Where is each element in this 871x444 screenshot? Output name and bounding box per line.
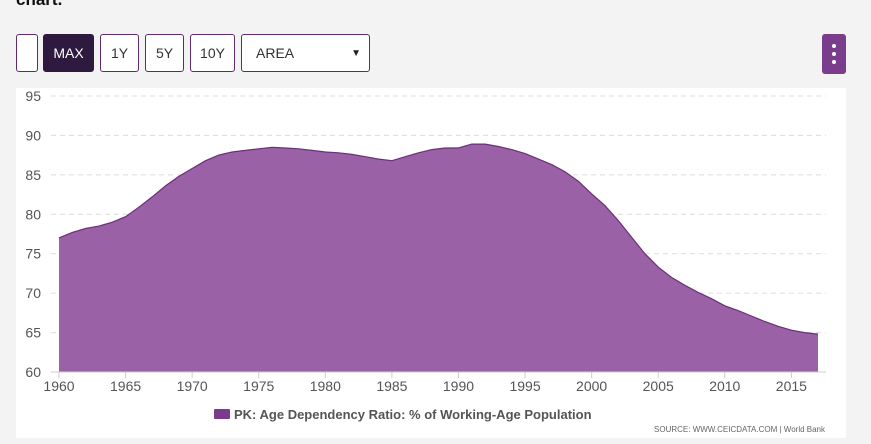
legend-label: PK: Age Dependency Ratio: % of Working-A…	[234, 407, 592, 422]
range-10y-button[interactable]: 10Y	[190, 34, 235, 72]
y-tick-label: 70	[25, 285, 41, 301]
x-axis: 1960 1965 1970 1975 1980 1985 1990 1995 2000 2005…	[43, 371, 826, 394]
x-tick-label: 1975	[243, 378, 274, 394]
x-tick-label: 2005	[643, 378, 674, 394]
y-tick-label: 80	[25, 206, 41, 222]
x-tick-label: 1970	[177, 378, 208, 394]
x-tick-label: 1995	[509, 378, 540, 394]
x-tick-label: 2015	[776, 378, 807, 394]
area-series	[59, 144, 818, 372]
x-tick-label: 1985	[376, 378, 407, 394]
chart-container: 95 90 85 80 75 70 65 60 1960 1965 1970 1975 1980 198…	[16, 88, 846, 438]
y-tick-label: 60	[25, 364, 41, 380]
blank-button[interactable]	[16, 34, 38, 72]
legend-swatch	[214, 409, 230, 419]
area-chart: 95 90 85 80 75 70 65 60 1960 1965 1970 1975 1980 198…	[25, 88, 826, 434]
dot-icon	[832, 44, 836, 48]
range-1y-button[interactable]: 1Y	[100, 34, 139, 72]
source-credit: SOURCE: WWW.CEICDATA.COM | World Bank	[654, 425, 826, 434]
cut-off-heading: chart.	[16, 0, 62, 10]
x-tick-label: 1965	[110, 378, 141, 394]
x-tick-label: 1980	[310, 378, 341, 394]
y-tick-label: 65	[25, 325, 41, 341]
range-5y-button[interactable]: 5Y	[145, 34, 184, 72]
area-series-outline	[58, 143, 819, 335]
x-tick-label: 2000	[576, 378, 607, 394]
dot-icon	[832, 52, 836, 56]
y-axis: 95 90 85 80 75 70 65 60	[25, 88, 41, 380]
chart-type-value: AREA	[256, 45, 295, 61]
x-tick-label: 1990	[443, 378, 474, 394]
legend[interactable]: PK: Age Dependency Ratio: % of Working-A…	[214, 407, 592, 422]
more-options-button[interactable]	[822, 34, 846, 74]
dot-icon	[832, 60, 836, 64]
chart-type-select[interactable]: AREA ▼	[241, 34, 370, 72]
y-tick-label: 95	[25, 88, 41, 104]
range-max-button[interactable]: MAX	[43, 34, 94, 72]
y-tick-label: 75	[25, 246, 41, 262]
caret-down-icon: ▼	[351, 48, 361, 59]
y-tick-label: 85	[25, 167, 41, 183]
x-tick-label: 1960	[43, 378, 74, 394]
y-tick-label: 90	[25, 127, 41, 143]
x-tick-label: 2010	[709, 378, 740, 394]
